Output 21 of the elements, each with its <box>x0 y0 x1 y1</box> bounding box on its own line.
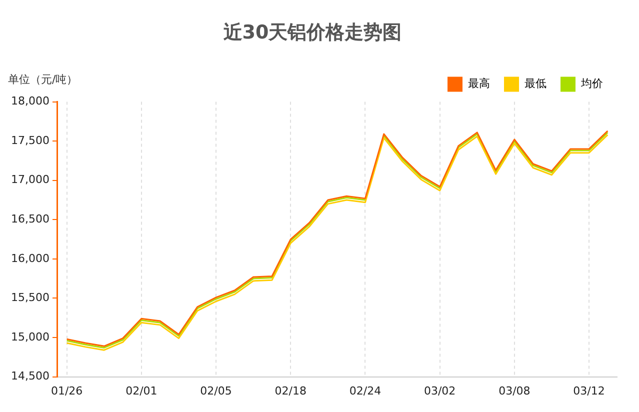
chart-title: 近30天铝价格走势图 <box>222 21 402 44</box>
legend-label: 最低 <box>524 77 546 90</box>
legend-label: 最高 <box>468 77 490 90</box>
x-tick-label: 03/02 <box>424 384 456 398</box>
x-tick-label: 02/24 <box>349 384 382 398</box>
y-axis-title: 单位（元/吨） <box>8 72 78 87</box>
x-tick-label: 01/26 <box>50 384 83 398</box>
x-tick-label: 03/12 <box>573 384 605 398</box>
x-tick-label: 02/01 <box>126 384 158 398</box>
y-tick-label: 16,000 <box>10 252 50 265</box>
y-tick-label: 14,500 <box>10 370 50 383</box>
y-tick-label: 16,500 <box>10 212 50 226</box>
x-tick-label: 02/05 <box>200 384 232 398</box>
x-tick-label: 03/08 <box>498 384 530 398</box>
y-tick-label: 15,500 <box>10 291 50 304</box>
legend-label: 均价 <box>580 77 603 90</box>
y-tick-label: 15,000 <box>10 330 50 344</box>
x-tick-label: 02/18 <box>274 384 306 398</box>
y-tick-label: 17,500 <box>10 134 50 147</box>
y-tick-label: 17,000 <box>10 173 50 186</box>
y-tick-label: 18,000 <box>10 94 50 108</box>
